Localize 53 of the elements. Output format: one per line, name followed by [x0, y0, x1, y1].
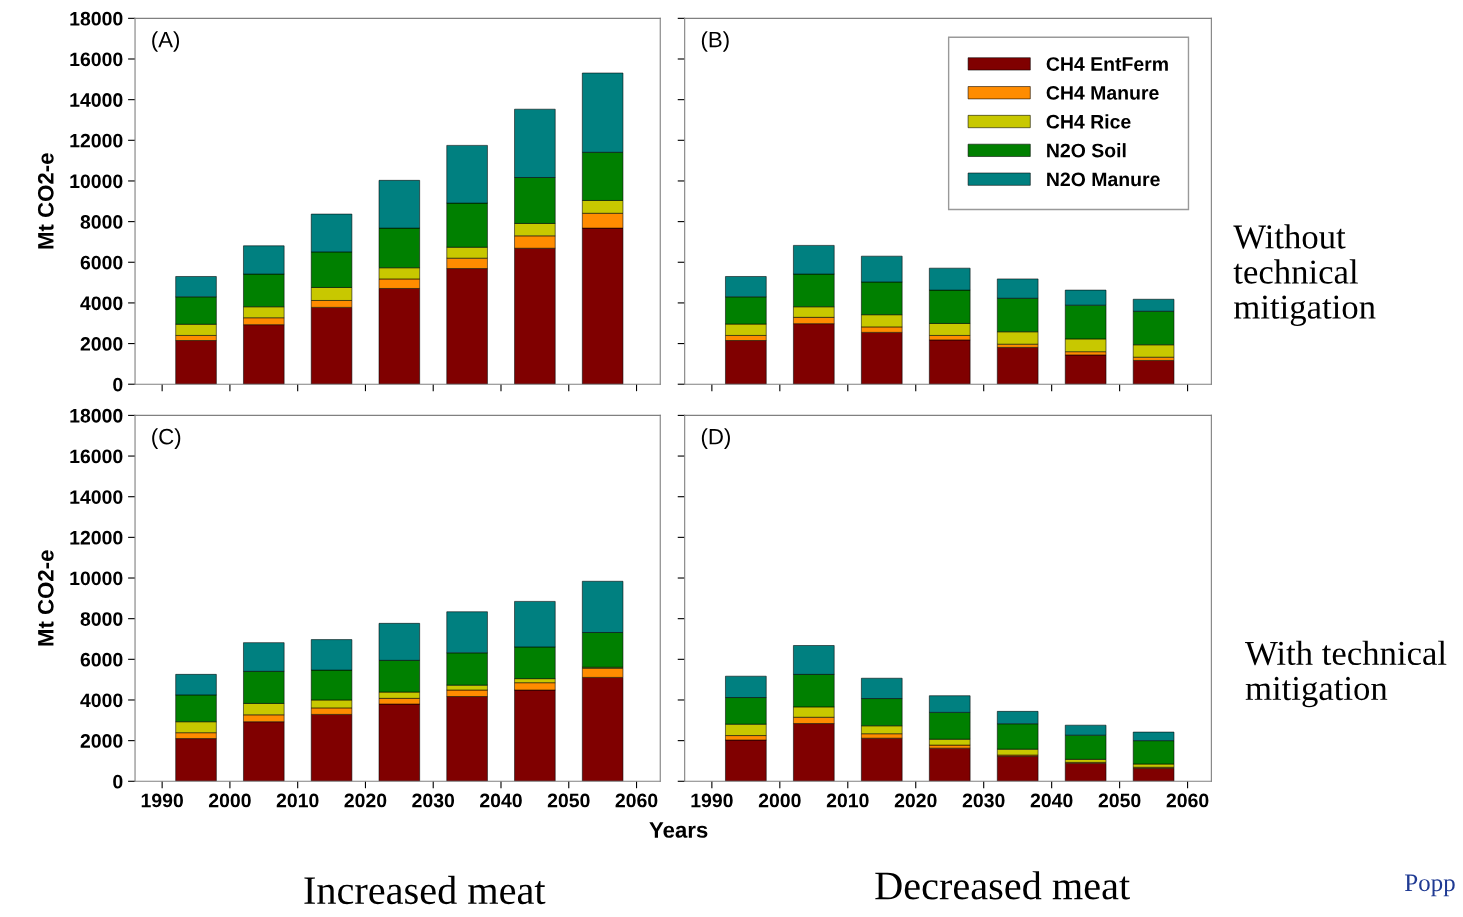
- text: Increased meat: [304, 875, 546, 905]
- x-tick-label: 2010: [276, 793, 319, 808]
- text: With technical mitigation: [1245, 640, 1447, 708]
- y-tick-label: 18000: [70, 11, 123, 26]
- y-tick-label: 0: [113, 377, 123, 392]
- x-tick-label: 2040: [1030, 793, 1073, 808]
- text: Without technical mitigation: [1233, 224, 1376, 326]
- x-tick-label: 1990: [141, 793, 183, 808]
- y-tick-label: 16000: [70, 52, 123, 67]
- y-tick-label: 8000: [80, 612, 123, 626]
- legend-label: CH4 Manure: [1046, 85, 1159, 100]
- legend-label: N2O Soil: [1047, 143, 1126, 158]
- x-tick-label: 1990: [691, 793, 733, 808]
- x-tick-label: 2020: [344, 793, 387, 808]
- x-tick-label: 2000: [208, 793, 251, 808]
- y-tick-label: 0: [113, 774, 123, 789]
- x-tick-label: 2050: [547, 793, 590, 808]
- x-tick-label: 2060: [615, 793, 658, 808]
- y-tick-label: 4000: [80, 693, 123, 708]
- y-tick-label: 10000: [70, 174, 123, 189]
- y-axis-title: Mt CO2-e: [37, 550, 54, 646]
- y-tick-label: 12000: [70, 530, 123, 545]
- y-tick-label: 12000: [70, 133, 123, 148]
- y-axis-title: Mt CO2-e: [37, 153, 54, 249]
- y-tick-label: 14000: [70, 490, 123, 504]
- y-tick-label: 4000: [80, 296, 123, 311]
- annotation: (D): [701, 428, 730, 449]
- x-tick-label: 2050: [1098, 793, 1141, 808]
- annotation: (C): [152, 428, 181, 449]
- y-tick-label: 8000: [80, 215, 123, 229]
- legend-label: CH4 Rice: [1046, 114, 1131, 129]
- y-tick-label: 2000: [80, 337, 123, 351]
- legend-label: CH4 EntFerm: [1046, 57, 1168, 71]
- x-tick-label: 2010: [826, 793, 869, 808]
- y-tick-label: 10000: [70, 571, 123, 586]
- y-tick-label: 2000: [80, 734, 123, 748]
- text: Popp: [1405, 874, 1455, 897]
- y-tick-label: 16000: [70, 449, 123, 464]
- x-tick-label: 2030: [962, 793, 1005, 808]
- text: Decreased meat: [875, 871, 1130, 900]
- x-tick-label: 2040: [480, 793, 522, 808]
- y-tick-label: 6000: [80, 652, 123, 667]
- x-tick-label: 2030: [412, 793, 455, 808]
- annotation: (A): [152, 31, 180, 52]
- y-tick-label: 18000: [70, 408, 123, 423]
- legend-label: N2O Manure: [1047, 172, 1160, 187]
- x-tick-label: 2060: [1166, 793, 1209, 808]
- y-tick-label: 6000: [80, 255, 123, 270]
- annotation: (B): [701, 31, 729, 52]
- x-tick-label: 2000: [758, 793, 801, 808]
- x-tick-label: 2020: [894, 793, 937, 808]
- y-tick-label: 14000: [70, 93, 123, 107]
- x-axis-title: Years: [649, 822, 708, 838]
